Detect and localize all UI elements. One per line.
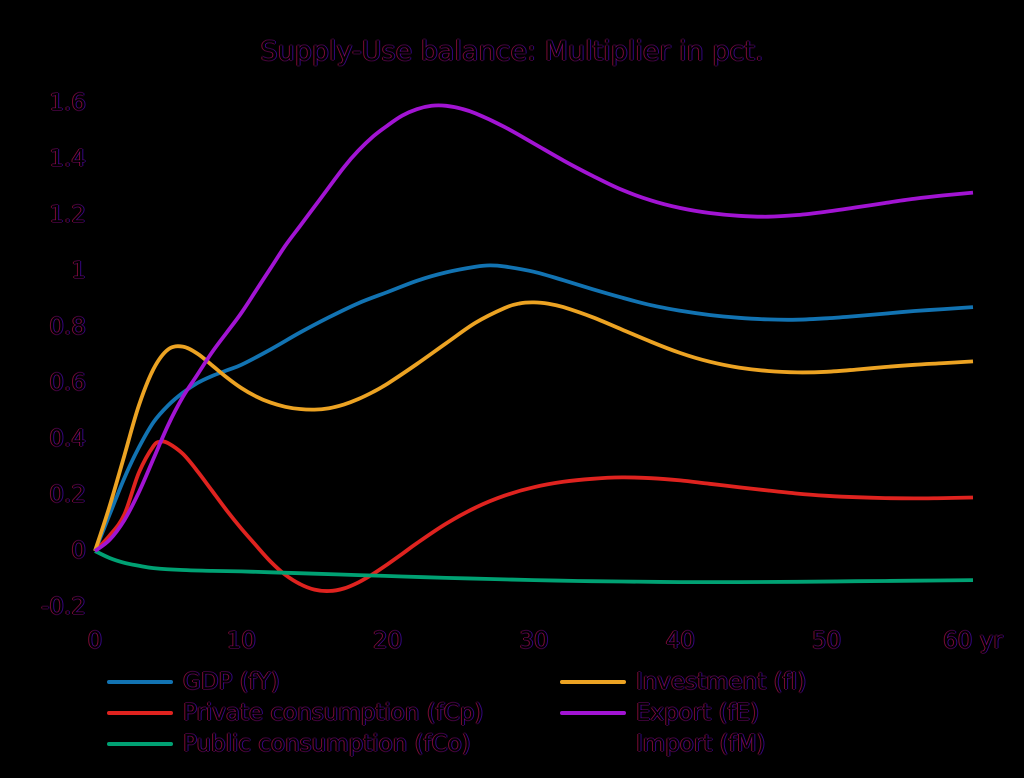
legend-label-export-fe: Export (fE) (636, 700, 760, 726)
x-tick-label-20: 20 (373, 628, 403, 654)
legend-swatch-investment-fi (560, 680, 626, 684)
y-tick-label-0.8: 0.8 (49, 314, 86, 340)
x-tick-label-10: 10 (226, 628, 256, 654)
legend-swatch-import-fm (560, 742, 626, 746)
legend-label-private-consumption-fcp: Private consumption (fCp) (183, 700, 484, 726)
series-line-public-consumption-fco (94, 549, 974, 585)
x-tick-label-0: 0 (87, 628, 103, 654)
legend-swatch-gdp-fy (107, 680, 173, 684)
y-tick-label-1.2: 1.2 (49, 202, 86, 228)
legend-swatch-export-fe (560, 711, 626, 715)
y-tick-label-1.6: 1.6 (49, 90, 86, 116)
legend-label-import-fm: Import (fM) (636, 731, 766, 757)
series-line-gdp-fy (93, 263, 974, 552)
x-tick-label-50: 50 (812, 628, 842, 654)
y-tick-label-0.6: 0.6 (49, 370, 86, 396)
y-tick-label-0.4: 0.4 (49, 426, 86, 452)
legend-label-gdp-fy: GDP (fY) (183, 669, 280, 695)
legend-swatch-public-consumption-fco (107, 742, 173, 746)
y-tick-label-1.4: 1.4 (49, 146, 86, 172)
chart-title: Supply-Use balance: Multiplier in pct. (260, 36, 764, 67)
legend-label-public-consumption-fco: Public consumption (fCo) (183, 731, 471, 757)
series-line-private-consumption-fcp (93, 439, 974, 593)
y-tick-label--0.2: -0.2 (41, 594, 86, 620)
series-line-export-fe (93, 103, 974, 553)
x-tick-label-40: 40 (665, 628, 695, 654)
y-tick-label-0: 0 (71, 538, 86, 564)
x-tick-label-30: 30 (519, 628, 549, 654)
legend-label-investment-fi: Investment (fI) (636, 669, 807, 695)
y-tick-label-1: 1 (71, 258, 86, 284)
y-tick-label-0.2: 0.2 (49, 482, 86, 508)
legend-swatch-private-consumption-fcp (107, 711, 173, 715)
series-line-investment-fi (93, 300, 974, 552)
x-tick-label-60-yr: 60 yr (943, 628, 1003, 654)
